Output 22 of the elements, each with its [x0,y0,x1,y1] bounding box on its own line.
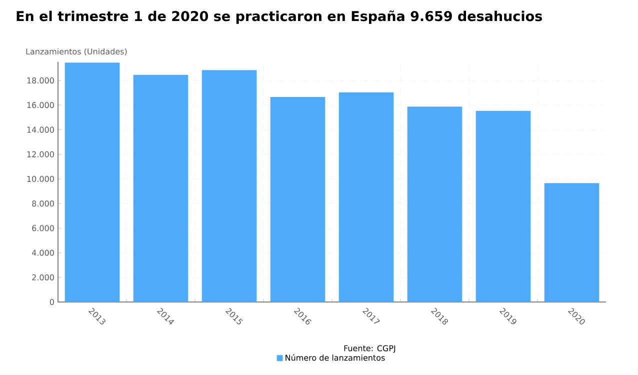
y-axis-title: Lanzamientos (Unidades) [26,48,127,56]
y-tick-label: 0 [50,298,54,306]
y-tick-label: 4.000 [32,250,54,256]
bar [270,96,326,302]
y-tick-label: 6.000 [32,225,54,232]
bar [133,74,188,302]
legend-label: Número de lanzamientos [286,354,385,361]
bar [338,92,394,302]
bar [476,110,531,302]
y-tick-label: 16.000 [27,102,54,108]
chart-title: En el trimestre 1 de 2020 se practicaron en España 9.659 desahucios [16,10,542,24]
y-tick-label: 10.000 [27,176,54,182]
y-tick-label: 2.000 [32,274,54,280]
y-tick-label: 18.000 [27,77,54,84]
y-tick-label: 8.000 [32,200,54,207]
bar [407,106,462,302]
bar [202,70,257,302]
source-note: Fuente: CGPJ [344,345,396,353]
bar [544,183,600,302]
y-tick-label: 14.000 [27,126,54,133]
y-tick-label: 12.000 [27,151,54,158]
bar [64,62,120,302]
